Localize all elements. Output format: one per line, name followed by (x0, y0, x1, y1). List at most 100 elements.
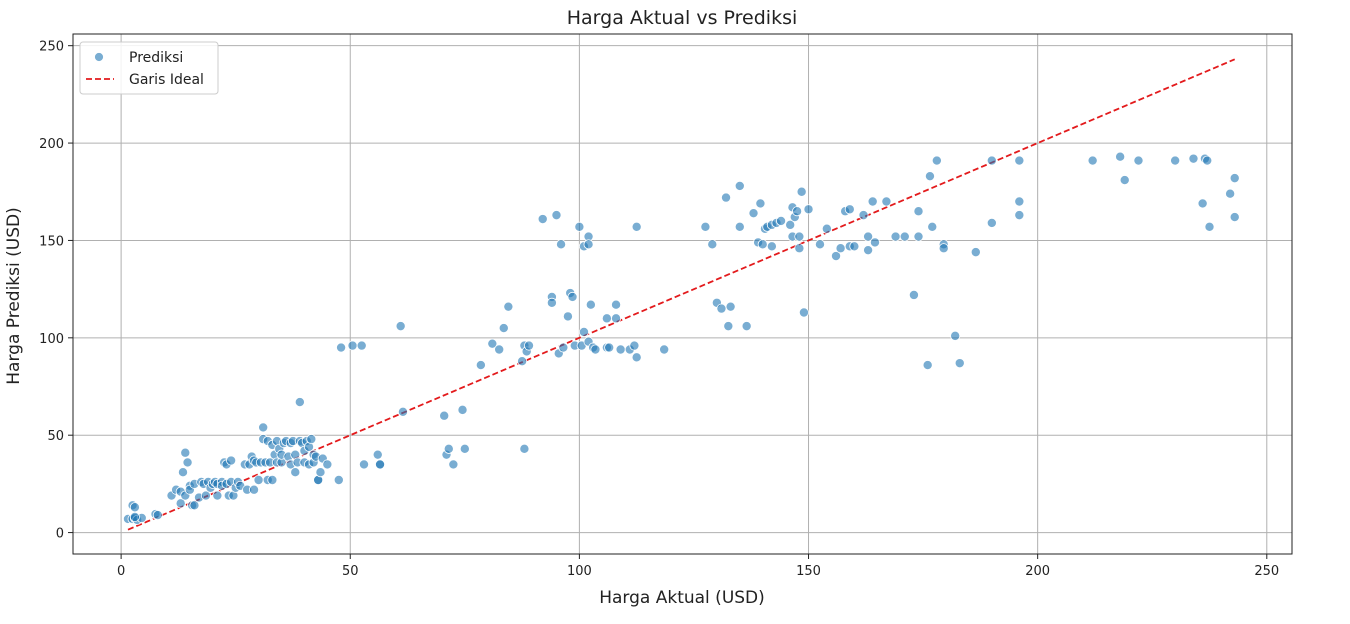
x-tick-label: 50 (342, 564, 359, 579)
prediction-point (707, 239, 718, 250)
prediction-point (226, 455, 237, 466)
prediction-point (1229, 173, 1240, 184)
prediction-point (604, 342, 615, 353)
prediction-point (931, 155, 942, 166)
prediction-point (798, 307, 809, 318)
prediction-point (336, 342, 347, 353)
prediction-point (1229, 212, 1240, 223)
prediction-points (122, 151, 1240, 525)
prediction-point (721, 192, 732, 203)
prediction-point (129, 502, 140, 513)
x-axis-title: Harga Aktual (USD) (599, 588, 765, 608)
prediction-point (1119, 175, 1130, 186)
prediction-point (574, 221, 585, 232)
prediction-point (189, 500, 200, 511)
prediction-point (537, 214, 548, 225)
prediction-point (908, 289, 919, 300)
prediction-point (700, 221, 711, 232)
prediction-point (567, 291, 578, 302)
prediction-point (1170, 155, 1181, 166)
x-tick-label: 200 (1025, 564, 1050, 579)
plot-frame (72, 33, 1293, 555)
prediction-point (725, 301, 736, 312)
prediction-point (776, 215, 787, 226)
prediction-point (200, 490, 211, 501)
prediction-point (546, 297, 557, 308)
prediction-point (835, 243, 846, 254)
prediction-point (359, 459, 370, 470)
prediction-point (723, 321, 734, 332)
prediction-point (863, 231, 874, 242)
legend-label-garis-ideal: Garis Ideal (129, 72, 204, 88)
prediction-point (615, 344, 626, 355)
prediction-point (397, 406, 408, 417)
prediction-point (796, 186, 807, 197)
prediction-point (585, 299, 596, 310)
prediction-point (562, 311, 573, 322)
prediction-point (590, 344, 601, 355)
prediction-point (757, 239, 768, 250)
prediction-point (863, 245, 874, 256)
prediction-point (890, 231, 901, 242)
prediction-point (1202, 155, 1213, 166)
y-tick-label: 200 (39, 137, 64, 152)
y-tick-label: 50 (47, 429, 64, 444)
prediction-point (1197, 198, 1208, 209)
prediction-point (913, 206, 924, 217)
prediction-point (498, 323, 509, 334)
x-tick-label: 0 (117, 564, 125, 579)
prediction-point (459, 443, 470, 454)
prediction-point (858, 210, 869, 221)
prediction-point (986, 217, 997, 228)
prediction-point (267, 474, 278, 485)
prediction-point (611, 299, 622, 310)
prediction-point (315, 467, 326, 478)
chart-title: Harga Aktual vs Prediksi (567, 7, 798, 29)
grid (73, 34, 1292, 554)
prediction-point (249, 484, 260, 495)
prediction-point (986, 155, 997, 166)
legend-marker-prediksi (94, 52, 104, 62)
prediction-point (792, 206, 803, 217)
prediction-point (659, 344, 670, 355)
prediction-point (503, 301, 514, 312)
prediction-point (899, 231, 910, 242)
prediction-point (448, 459, 459, 470)
prediction-point (821, 223, 832, 234)
prediction-point (395, 321, 406, 332)
prediction-point (1014, 155, 1025, 166)
prediction-point (175, 498, 186, 509)
prediction-point (306, 434, 317, 445)
legend-label-prediksi: Prediksi (129, 50, 183, 66)
prediction-point (601, 313, 612, 324)
prediction-point (881, 196, 892, 207)
prediction-point (631, 221, 642, 232)
prediction-point (578, 326, 589, 337)
prediction-point (519, 443, 530, 454)
prediction-point (954, 358, 965, 369)
prediction-point (290, 467, 301, 478)
y-tick-label: 150 (39, 234, 64, 249)
y-tick-label: 100 (39, 332, 64, 347)
prediction-point (734, 180, 745, 191)
legend: Prediksi Garis Ideal (79, 41, 219, 95)
prediction-point (294, 397, 305, 408)
prediction-point (794, 243, 805, 254)
prediction-point (831, 251, 842, 262)
prediction-point (867, 196, 878, 207)
prediction-point (794, 231, 805, 242)
x-tick-label: 150 (796, 564, 821, 579)
y-axis-title: Harga Prediksi (USD) (4, 207, 24, 384)
prediction-point (631, 352, 642, 363)
prediction-point (1133, 155, 1144, 166)
prediction-point (716, 303, 727, 314)
prediction-point (922, 360, 933, 371)
prediction-point (785, 219, 796, 230)
prediction-point (475, 360, 486, 371)
prediction-point (950, 330, 961, 341)
prediction-point (322, 459, 333, 470)
prediction-point (177, 467, 188, 478)
prediction-point (558, 342, 569, 353)
prediction-point (741, 321, 752, 332)
prediction-point (938, 243, 949, 254)
